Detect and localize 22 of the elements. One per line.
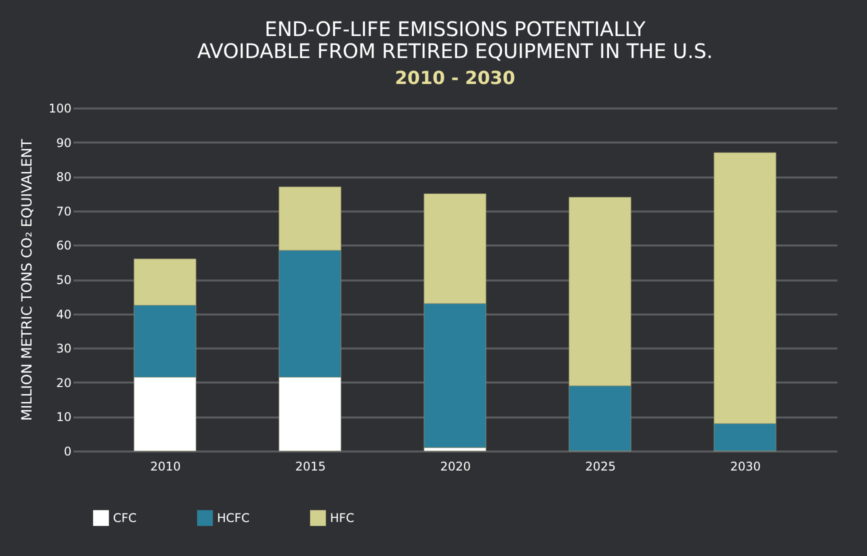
- y-tick-label: 30: [56, 342, 72, 356]
- x-tick-label: 2030: [730, 460, 761, 474]
- y-tick-label: 20: [56, 376, 72, 390]
- y-tick-label: 50: [56, 273, 72, 287]
- y-tick-label: 0: [64, 444, 72, 458]
- legend-label: HCFC: [217, 511, 250, 526]
- legend-label: HFC: [330, 511, 354, 526]
- legend-label: CFC: [113, 511, 137, 526]
- y-tick-label: 10: [56, 410, 72, 424]
- y-tick-label: 90: [56, 136, 72, 150]
- chart-title: END-OF-LIFE EMISSIONS POTENTIALLY AVOIDABLE FROM RETIRED EQUIPMENT IN THE U.S.: [197, 17, 713, 63]
- chart-subtitle: 2010 - 2030: [394, 68, 516, 89]
- x-tick-label: 2025: [585, 460, 616, 474]
- x-tick-label: 2010: [150, 460, 181, 474]
- y-tick-label: 80: [56, 170, 72, 184]
- y-tick-label: 70: [56, 204, 72, 218]
- x-tick-label: 2015: [295, 460, 326, 474]
- y-tick-label: 40: [56, 307, 72, 322]
- y-axis-title: MILLION METRIC TONS CO₂ EQUIVALENT: [20, 138, 36, 421]
- x-tick-label: 2020: [440, 460, 471, 474]
- y-tick-label: 60: [56, 238, 72, 253]
- y-tick-label: 100: [48, 102, 72, 116]
